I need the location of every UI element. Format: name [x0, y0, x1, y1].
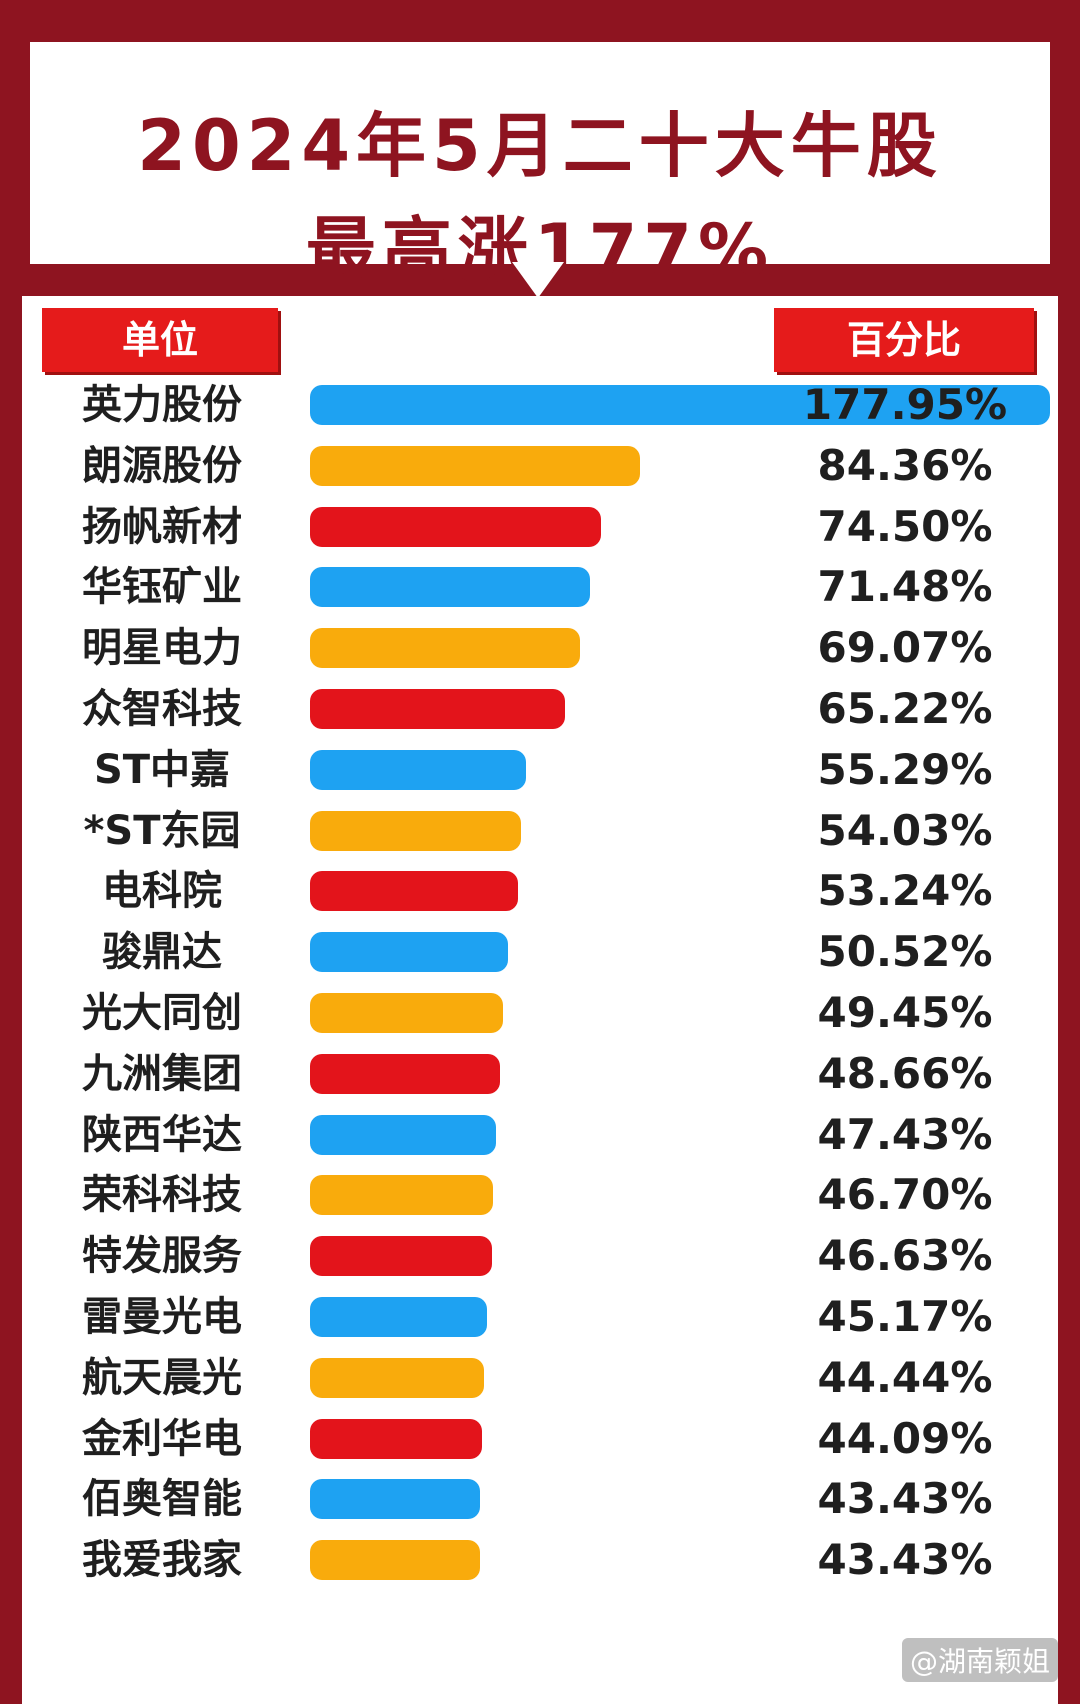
bar: [310, 628, 581, 669]
chart-row: 明星电力 69.07%: [0, 615, 1080, 681]
bar: [310, 1114, 496, 1155]
title-box: 2024年5月二十大牛股 最高涨177%: [30, 42, 1050, 290]
category-label: 雷曼光电: [82, 1294, 242, 1340]
value-label: 49.45%: [817, 988, 993, 1037]
value-label: 43.43%: [817, 1474, 993, 1524]
chart-row: 众智科技 65.22%: [0, 676, 1080, 742]
bar: [310, 1297, 487, 1337]
bar: [310, 689, 566, 729]
category-label: 荣科科技: [82, 1172, 242, 1219]
chart-row: 我爱我家 43.43%: [0, 1527, 1080, 1593]
chart-row: 英力股份 177.95%: [0, 372, 1080, 438]
bar: [310, 871, 519, 912]
value-label: 69.07%: [817, 623, 993, 673]
value-label: 71.48%: [817, 562, 993, 612]
bar: [310, 1540, 480, 1581]
chart-row: 雷曼光电 45.17%: [0, 1284, 1080, 1350]
bar: [310, 1236, 493, 1277]
category-label: 电科院: [102, 868, 222, 915]
chart-row: 电科院 53.24%: [0, 858, 1080, 924]
chart-row: 朗源股份 84.36%: [0, 433, 1080, 499]
chart-row: 九洲集团 48.66%: [0, 1041, 1080, 1107]
category-label: 佰奥智能: [82, 1476, 242, 1523]
value-label: 53.24%: [817, 866, 993, 916]
chart-row: 航天晨光 44.44%: [0, 1345, 1080, 1411]
category-label: 朗源股份: [82, 442, 242, 489]
bar: [310, 993, 504, 1033]
chart-row: 华钰矿业 71.48%: [0, 554, 1080, 620]
category-label: 金利华电: [82, 1415, 242, 1462]
bar: [310, 445, 640, 486]
bar: [310, 1418, 483, 1459]
bar: [310, 385, 1050, 425]
category-label: 骏鼎达: [102, 929, 222, 976]
value-label: 46.63%: [817, 1231, 993, 1281]
chart-row: 扬帆新材 74.50%: [0, 494, 1080, 560]
category-label: 九洲集团: [82, 1050, 242, 1097]
chart-row: 金利华电 44.09%: [0, 1406, 1080, 1472]
value-label: 50.52%: [817, 927, 993, 977]
category-label: 华钰矿业: [82, 564, 242, 611]
chart-row: 骏鼎达 50.52%: [0, 919, 1080, 985]
value-label: 48.66%: [817, 1048, 993, 1098]
watermark: @湖南颖姐: [901, 1638, 1058, 1682]
chart-row: 陕西华达 47.43%: [0, 1102, 1080, 1168]
category-label: 陕西华达: [82, 1111, 242, 1158]
bar: [310, 1175, 493, 1216]
value-label: 177.95%: [802, 380, 1008, 429]
category-label: *ST东园: [83, 807, 241, 854]
value-label: 46.70%: [817, 1170, 993, 1220]
bar: [310, 810, 522, 851]
value-label: 55.29%: [817, 744, 993, 794]
bar: [310, 932, 508, 973]
bar: [310, 1479, 480, 1520]
header-percent: 百分比: [774, 308, 1034, 372]
chart-row: 特发服务 46.63%: [0, 1223, 1080, 1289]
bar: [310, 1357, 484, 1398]
chart-row: 佰奥智能 43.43%: [0, 1466, 1080, 1532]
title-line-1: 2024年5月二十大牛股: [137, 105, 943, 187]
bar: [310, 567, 590, 608]
category-label: 扬帆新材: [82, 503, 242, 550]
value-label: 44.44%: [817, 1352, 993, 1402]
value-label: 74.50%: [817, 501, 993, 551]
category-label: 我爱我家: [82, 1537, 242, 1584]
category-label: 光大同创: [82, 990, 242, 1036]
value-label: 44.09%: [817, 1413, 993, 1463]
value-label: 45.17%: [817, 1292, 993, 1341]
category-label: 航天晨光: [82, 1354, 242, 1401]
header-unit: 单位: [42, 308, 278, 372]
chart-row: ST中嘉 55.29%: [0, 737, 1080, 803]
category-label: ST中嘉: [93, 746, 231, 793]
value-label: 65.22%: [817, 684, 993, 733]
chart-row: 荣科科技 46.70%: [0, 1162, 1080, 1228]
category-label: 明星电力: [82, 625, 242, 672]
category-label: 特发服务: [82, 1233, 242, 1280]
bar: [310, 749, 527, 790]
bar: [310, 506, 602, 547]
value-label: 54.03%: [817, 805, 993, 855]
value-label: 47.43%: [817, 1109, 993, 1159]
category-label: 英力股份: [82, 382, 242, 428]
chart-row: *ST东园 54.03%: [0, 798, 1080, 864]
value-label: 84.36%: [817, 440, 993, 490]
chart-row: 光大同创 49.45%: [0, 980, 1080, 1046]
bar: [310, 1053, 501, 1094]
value-label: 43.43%: [817, 1535, 993, 1585]
category-label: 众智科技: [82, 686, 242, 732]
title-pointer: [512, 262, 564, 298]
